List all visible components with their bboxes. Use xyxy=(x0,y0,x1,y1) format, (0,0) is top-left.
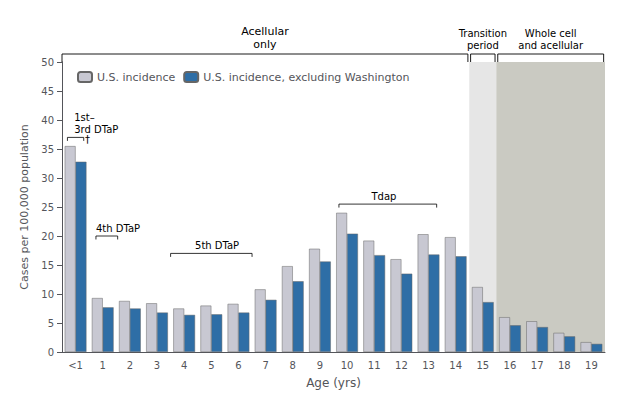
svg-text:period: period xyxy=(467,40,499,51)
svg-text:Acellular: Acellular xyxy=(241,25,289,38)
svg-text:Age (yrs): Age (yrs) xyxy=(306,376,361,390)
svg-text:1: 1 xyxy=(100,360,106,371)
svg-text:50: 50 xyxy=(41,57,54,68)
svg-text:15: 15 xyxy=(476,360,489,371)
svg-text:4th DTaP: 4th DTaP xyxy=(96,223,140,234)
svg-text:only: only xyxy=(253,38,277,51)
svg-text:11: 11 xyxy=(368,360,381,371)
svg-text:30: 30 xyxy=(41,173,54,184)
svg-text:15: 15 xyxy=(41,260,54,271)
svg-text:U.S. incidence, excluding Wash: U.S. incidence, excluding Washington xyxy=(203,71,409,84)
svg-text:13: 13 xyxy=(422,360,435,371)
svg-text:0: 0 xyxy=(48,347,54,358)
svg-text:3: 3 xyxy=(154,360,160,371)
svg-text:25: 25 xyxy=(41,202,54,213)
svg-text:8: 8 xyxy=(290,360,296,371)
svg-text:Whole cell: Whole cell xyxy=(525,28,577,39)
svg-text:17: 17 xyxy=(531,360,544,371)
svg-text:9: 9 xyxy=(317,360,323,371)
svg-text:4: 4 xyxy=(181,360,187,371)
svg-text:10: 10 xyxy=(41,289,54,300)
svg-text:45: 45 xyxy=(41,86,54,97)
svg-text:Cases per 100,000 population: Cases per 100,000 population xyxy=(18,124,31,289)
svg-text:5th DTaP: 5th DTaP xyxy=(195,240,239,251)
svg-text:5: 5 xyxy=(48,318,54,329)
svg-text:16: 16 xyxy=(504,360,517,371)
svg-text:18: 18 xyxy=(558,360,571,371)
svg-text:1st–: 1st– xyxy=(74,112,95,123)
svg-text:5: 5 xyxy=(208,360,214,371)
svg-text:and acellular: and acellular xyxy=(518,40,584,51)
svg-text:2: 2 xyxy=(127,360,133,371)
svg-text:14: 14 xyxy=(449,360,462,371)
svg-text:10: 10 xyxy=(341,360,354,371)
svg-text:Tdap: Tdap xyxy=(371,191,397,202)
svg-text:12: 12 xyxy=(395,360,408,371)
svg-text:3rd DTaP: 3rd DTaP xyxy=(74,124,118,135)
svg-text:7: 7 xyxy=(262,360,268,371)
svg-text:19: 19 xyxy=(585,360,598,371)
svg-text:Transition: Transition xyxy=(458,28,507,39)
svg-text:<1: <1 xyxy=(68,360,83,371)
svg-text:35: 35 xyxy=(41,144,54,155)
svg-text:†: † xyxy=(85,134,90,145)
svg-text:40: 40 xyxy=(41,115,54,126)
svg-text:20: 20 xyxy=(41,231,54,242)
svg-text:6: 6 xyxy=(235,360,241,371)
svg-text:U.S. incidence: U.S. incidence xyxy=(97,71,175,84)
